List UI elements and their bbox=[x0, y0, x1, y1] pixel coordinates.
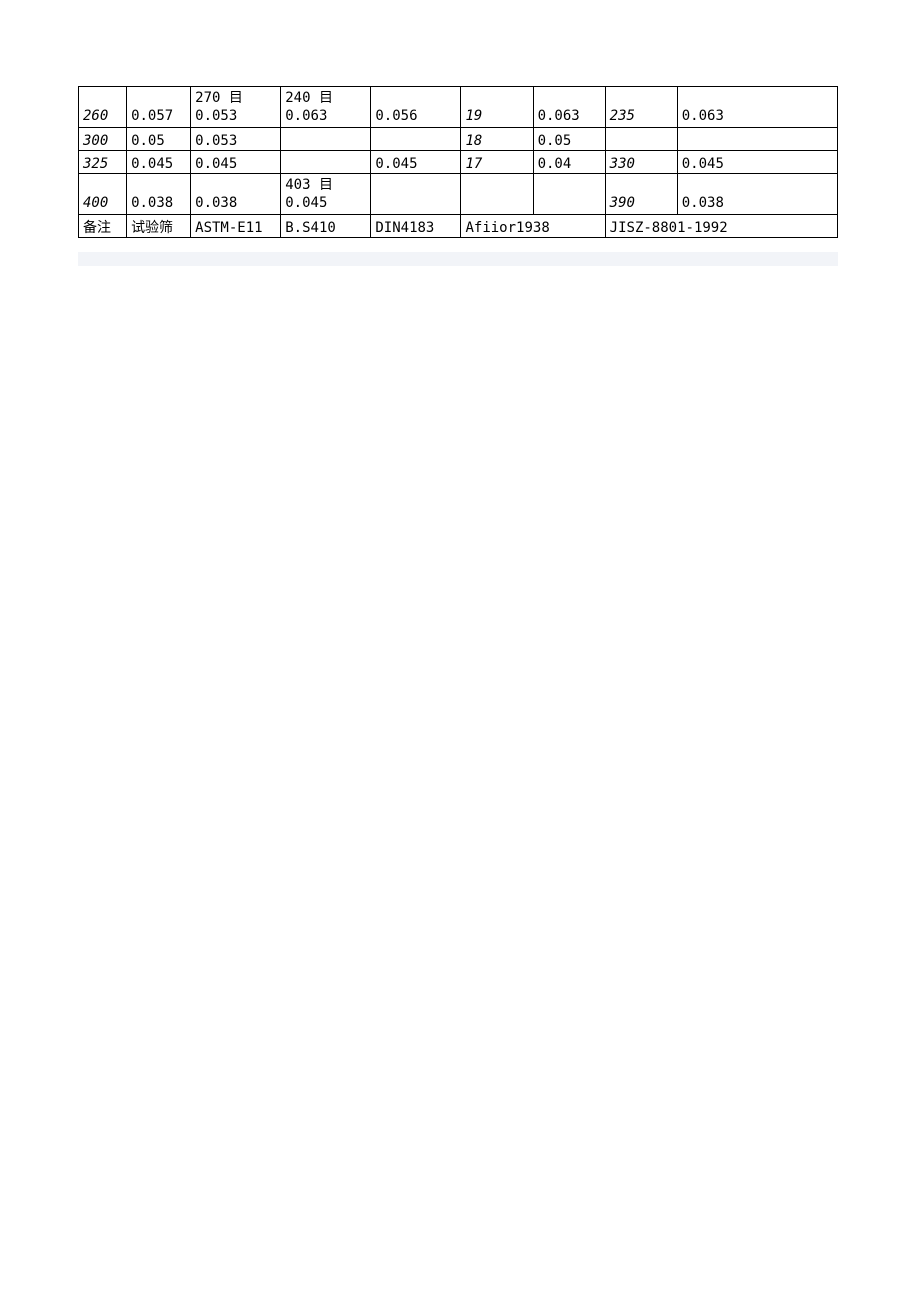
cell-line1: 270 目 bbox=[195, 89, 276, 107]
table-row: 3250.0450.045 0.045170.043300.045 bbox=[79, 151, 838, 174]
cell-line2: 0.056 bbox=[375, 107, 456, 125]
page: 260 0.057270 目0.053240 目0.063 0.056 19 0… bbox=[0, 0, 920, 1302]
cell-line1: 240 目 bbox=[285, 89, 366, 107]
cell-line2 bbox=[538, 194, 601, 212]
cell: 330 bbox=[605, 151, 677, 174]
cell bbox=[677, 128, 837, 151]
sieve-table: 260 0.057270 目0.053240 目0.063 0.056 19 0… bbox=[78, 86, 838, 238]
cell: 400 bbox=[79, 174, 127, 215]
cell: 0.05 bbox=[533, 128, 605, 151]
cell-line2: 400 bbox=[83, 194, 122, 212]
cell-line1: 403 目 bbox=[285, 176, 366, 194]
cell-line1 bbox=[682, 176, 833, 194]
cell-line1 bbox=[682, 89, 833, 107]
cell: 260 bbox=[79, 87, 127, 128]
cell-line1 bbox=[375, 89, 456, 107]
cell-line2: 0.063 bbox=[538, 107, 601, 125]
cell-line2: 0.045 bbox=[285, 194, 366, 212]
cell bbox=[533, 174, 605, 215]
cell bbox=[371, 174, 461, 215]
cell-line2: 235 bbox=[610, 107, 673, 125]
cell: 0.045 bbox=[127, 151, 191, 174]
cell: 270 目0.053 bbox=[191, 87, 281, 128]
cell: 0.045 bbox=[191, 151, 281, 174]
cell: 0.038 bbox=[127, 174, 191, 215]
cell-line2: 0.038 bbox=[682, 194, 833, 212]
cell-line1 bbox=[375, 176, 456, 194]
cell bbox=[605, 128, 677, 151]
cell: 0.045 bbox=[677, 151, 837, 174]
cell-line2: 0.038 bbox=[131, 194, 186, 212]
cell-line2: 0.053 bbox=[195, 107, 276, 125]
table-row: 260 0.057270 目0.053240 目0.063 0.056 19 0… bbox=[79, 87, 838, 128]
cell-line2: 0.063 bbox=[682, 107, 833, 125]
cell-line2: 0.057 bbox=[131, 107, 186, 125]
footer-gradient bbox=[78, 252, 838, 266]
cell-line2: 19 bbox=[465, 107, 528, 125]
cell-line1 bbox=[465, 89, 528, 107]
cell-line2: 0.063 bbox=[285, 107, 366, 125]
footer-cell: B.S410 bbox=[281, 215, 371, 238]
cell-line2 bbox=[465, 194, 528, 212]
cell: 403 目0.045 bbox=[281, 174, 371, 215]
cell-line1 bbox=[83, 89, 122, 107]
cell-line1 bbox=[131, 176, 186, 194]
cell bbox=[281, 151, 371, 174]
footer-cell: DIN4183 bbox=[371, 215, 461, 238]
cell-line1 bbox=[465, 176, 528, 194]
cell: 390 bbox=[605, 174, 677, 215]
table-row: 备注试验筛ASTM-E11B.S410DIN4183Afiior1938JISZ… bbox=[79, 215, 838, 238]
cell: 18 bbox=[461, 128, 533, 151]
table-row: 400 0.038 0.038 403 目0.045 390 0.038 bbox=[79, 174, 838, 215]
cell: 0.045 bbox=[371, 151, 461, 174]
cell: 235 bbox=[605, 87, 677, 128]
footer-cell: 试验筛 bbox=[127, 215, 191, 238]
cell bbox=[461, 174, 533, 215]
cell-line2: 390 bbox=[610, 194, 673, 212]
cell: 0.053 bbox=[191, 128, 281, 151]
cell-line1 bbox=[195, 176, 276, 194]
cell-line2: 260 bbox=[83, 107, 122, 125]
cell: 0.04 bbox=[533, 151, 605, 174]
cell: 0.056 bbox=[371, 87, 461, 128]
cell-line1 bbox=[610, 89, 673, 107]
cell-line1 bbox=[538, 176, 601, 194]
table-row: 3000.050.053 180.05 bbox=[79, 128, 838, 151]
cell: 0.038 bbox=[191, 174, 281, 215]
cell: 19 bbox=[461, 87, 533, 128]
footer-cell: 备注 bbox=[79, 215, 127, 238]
cell-line2: 0.038 bbox=[195, 194, 276, 212]
cell-line1 bbox=[83, 176, 122, 194]
cell: 0.057 bbox=[127, 87, 191, 128]
cell-line1 bbox=[131, 89, 186, 107]
cell bbox=[371, 128, 461, 151]
cell: 0.038 bbox=[677, 174, 837, 215]
cell-line1 bbox=[610, 176, 673, 194]
cell: 240 目0.063 bbox=[281, 87, 371, 128]
cell: 0.05 bbox=[127, 128, 191, 151]
cell: 300 bbox=[79, 128, 127, 151]
footer-cell: Afiior1938 bbox=[461, 215, 605, 238]
cell: 17 bbox=[461, 151, 533, 174]
footer-cell: JISZ-8801-1992 bbox=[605, 215, 837, 238]
cell: 0.063 bbox=[677, 87, 837, 128]
cell-line1 bbox=[538, 89, 601, 107]
cell: 325 bbox=[79, 151, 127, 174]
footer-cell: ASTM-E11 bbox=[191, 215, 281, 238]
cell: 0.063 bbox=[533, 87, 605, 128]
cell-line2 bbox=[375, 194, 456, 212]
cell bbox=[281, 128, 371, 151]
